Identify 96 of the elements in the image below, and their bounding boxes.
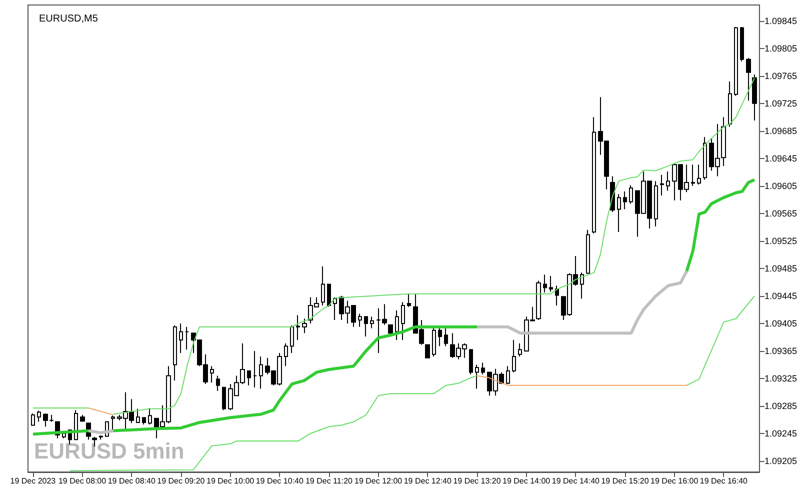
candlestick (247, 370, 251, 386)
candlestick (37, 410, 41, 422)
candlestick (660, 174, 664, 196)
candlestick (549, 275, 553, 292)
candlestick (728, 80, 732, 128)
x-tick-label: 19 Dec 16:00 (650, 476, 699, 486)
y-tick-label: 1.09845 (764, 16, 798, 26)
x-tick-label: 19 Dec 2023 (10, 476, 56, 486)
candlestick (543, 274, 547, 293)
candlestick (31, 413, 35, 426)
candlestick (746, 57, 751, 102)
candlestick (469, 349, 473, 375)
candlestick (364, 316, 368, 338)
candlestick (290, 325, 294, 354)
candlestick (536, 280, 541, 320)
candlestick (407, 293, 411, 308)
candlestick (444, 326, 448, 347)
candlestick (358, 313, 362, 328)
candlestick (654, 180, 658, 227)
y-tick-label: 1.09565 (764, 208, 798, 218)
candlestick (432, 326, 436, 357)
y-tick-label: 1.09645 (764, 153, 798, 164)
annotation: EURUSD 5min (34, 438, 184, 464)
candlestick (666, 170, 670, 192)
y-tick-label: 1.09525 (764, 236, 798, 246)
y-tick-label: 1.09445 (764, 290, 798, 301)
candlestick (617, 194, 621, 232)
candlestick (703, 136, 707, 180)
candlestick (475, 364, 479, 390)
candlestick (401, 302, 405, 340)
x-tick-label: 19 Dec 08:40 (108, 476, 156, 486)
candlestick (99, 435, 103, 440)
candlestick (259, 356, 263, 390)
candlestick (740, 26, 744, 62)
x-tick-label: 19 Dec 14:40 (552, 476, 600, 486)
candlestick (555, 285, 559, 306)
x-tick-label: 19 Dec 13:20 (453, 476, 502, 486)
candlestick (623, 190, 627, 210)
candlestick (721, 116, 726, 166)
candlestick (142, 417, 146, 426)
text: EURUSD,M5 (39, 14, 98, 24)
candlestick (586, 229, 590, 274)
candlestick (512, 339, 516, 373)
x-tick-label: 19 Dec 09:20 (157, 476, 206, 486)
candlestick (506, 366, 510, 384)
candlestick (697, 164, 701, 186)
x-tick-label: 19 Dec 10:40 (256, 476, 304, 486)
candlestick (222, 386, 226, 411)
candlestick (518, 342, 522, 357)
x-tick-label: 19 Dec 15:20 (601, 476, 650, 486)
candlestick (179, 322, 183, 354)
y-tick-label: 1.09365 (764, 346, 798, 356)
candlestick (296, 314, 300, 340)
candlestick (284, 342, 288, 367)
candlestick (173, 325, 177, 382)
y-tick-label: 1.09685 (764, 126, 798, 136)
x-tick-label: 19 Dec 10:00 (206, 476, 255, 486)
candlestick (253, 350, 257, 388)
y-tick-label: 1.09805 (764, 43, 798, 54)
candlestick (111, 415, 115, 432)
y-tick-label: 1.09485 (764, 263, 798, 274)
candlestick (752, 74, 757, 122)
y-tick-label: 1.09285 (764, 400, 798, 411)
candlestick (388, 324, 393, 336)
x-tick-label: 19 Dec 11:20 (305, 476, 354, 486)
y-tick-label: 1.09405 (764, 318, 798, 328)
x-tick-label: 19 Dec 12:00 (354, 476, 403, 486)
candlestick (629, 184, 633, 204)
candlestick (185, 326, 189, 350)
y-tick-label: 1.09725 (764, 98, 798, 108)
x-tick-label: 19 Dec 08:00 (58, 476, 107, 486)
candlestick (333, 296, 337, 320)
x-tick-label: 19 Dec 12:40 (404, 476, 452, 486)
candlestick (302, 318, 307, 334)
y-tick-label: 1.09245 (764, 428, 798, 438)
x-tick-label: 19 Dec 14:00 (502, 476, 551, 486)
y-tick-label: 1.09605 (764, 180, 798, 191)
candlestick (321, 266, 325, 306)
candlestick (136, 408, 140, 423)
candlestick (216, 375, 220, 392)
candlestick (425, 344, 430, 358)
candlestick (580, 272, 584, 300)
candlestick (691, 164, 695, 186)
candlestick (592, 116, 596, 234)
candlestick (734, 26, 738, 96)
candlestick (395, 310, 399, 340)
candlestick (210, 366, 214, 384)
y-tick-label: 1.09325 (764, 373, 798, 384)
x-tick-label: 19 Dec 16:40 (700, 476, 748, 486)
candlestick (148, 408, 152, 426)
y-tick-label: 1.09205 (764, 456, 798, 466)
candlestick (80, 414, 85, 422)
candlestick (481, 362, 485, 375)
candlestick (327, 284, 331, 306)
candlestick (370, 316, 374, 329)
y-tick-label: 1.09765 (764, 70, 798, 81)
